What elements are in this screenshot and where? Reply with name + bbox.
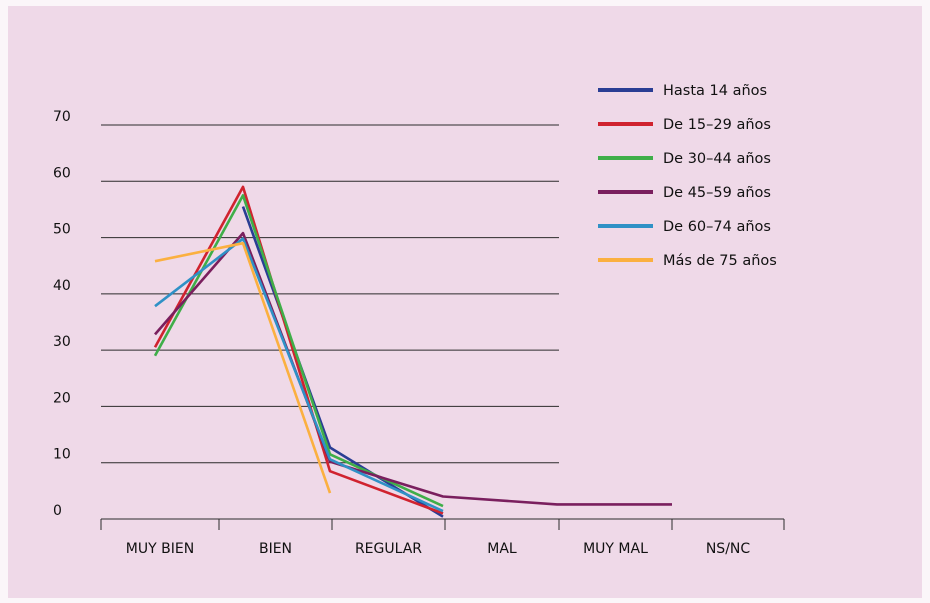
series-lines — [153, 185, 672, 518]
x-tick-label: REGULAR — [355, 541, 422, 557]
y-tick-label: 50 — [53, 222, 71, 238]
y-tick-label: 20 — [53, 390, 71, 406]
x-axis-labels: MUY BIEN BIEN REGULAR MAL MUY MAL NS/NC — [126, 541, 751, 557]
y-tick-label: 40 — [53, 278, 71, 294]
legend-label: De 60–74 años — [663, 219, 771, 235]
legend-label: De 45–59 años — [663, 185, 771, 201]
x-tick-label: MUY MAL — [583, 541, 648, 557]
y-tick-label: 70 — [53, 109, 71, 125]
y-axis-labels: 0 10 20 30 40 50 60 70 — [53, 109, 71, 519]
y-tick-label: 30 — [53, 334, 71, 350]
x-axis — [100, 518, 785, 530]
y-tick-label: 10 — [53, 447, 71, 463]
series-line — [154, 231, 672, 506]
series-line — [154, 237, 444, 513]
x-tick-label: BIEN — [259, 541, 292, 557]
series-line — [153, 185, 444, 515]
chart-panel: 0 10 20 30 40 50 60 70 MUY BIEN BIEN REGULAR MAL MU… — [8, 6, 922, 598]
series-line — [153, 194, 444, 508]
x-tick-label: MAL — [487, 541, 517, 557]
legend-label: De 15–29 años — [663, 117, 771, 133]
x-tick-label: NS/NC — [706, 541, 751, 557]
series-line — [154, 241, 332, 494]
legend: Hasta 14 años De 15–29 años De 30–44 años D… — [598, 83, 777, 269]
legend-label: De 30–44 años — [663, 151, 771, 167]
y-tick-label: 60 — [53, 165, 71, 181]
legend-label: Hasta 14 años — [663, 83, 767, 99]
x-tick-label: MUY BIEN — [126, 541, 194, 557]
gridlines — [101, 124, 559, 464]
legend-label: Más de 75 años — [663, 253, 777, 269]
series-line — [241, 206, 444, 518]
y-tick-label: 0 — [53, 503, 62, 519]
